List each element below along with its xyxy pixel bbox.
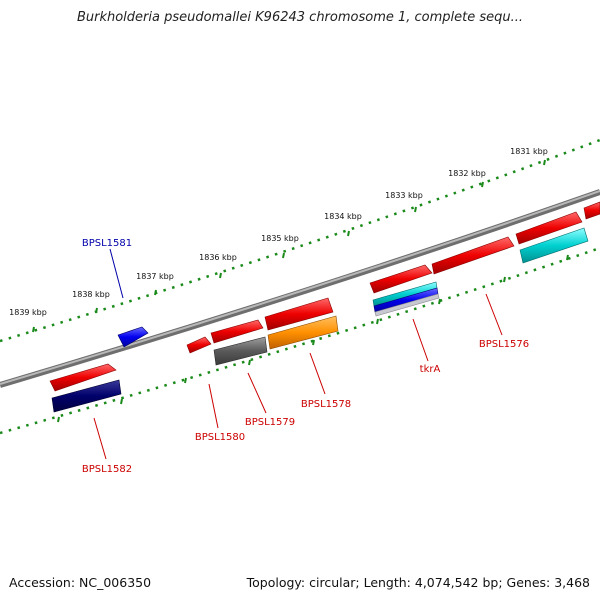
gene-label-BPSL1581[interactable]: BPSL1581 xyxy=(82,238,132,249)
scale-label-1835: 1835 kbp xyxy=(261,234,299,243)
gene-red-1575[interactable] xyxy=(515,211,583,245)
map-title: Burkholderia pseudomallei K96243 chromos… xyxy=(76,10,524,25)
gene-cyan-1575[interactable] xyxy=(519,227,589,264)
scale-label-1838: 1838 kbp xyxy=(72,290,110,299)
leader-BPSL1581 xyxy=(109,248,124,299)
scale-label-1833: 1833 kbp xyxy=(385,191,423,200)
leader-BPSL1580 xyxy=(208,383,219,429)
leader-BPSL1576 xyxy=(485,293,503,336)
accession-text: Accession: NC_006350 xyxy=(9,575,152,590)
scale-label-1837: 1837 kbp xyxy=(136,272,174,281)
gene-tkrA-silver[interactable] xyxy=(374,293,440,317)
leader-tkrA xyxy=(412,318,429,362)
inner-scale-major-ticks xyxy=(57,254,569,423)
scale-label-1839: 1839 kbp xyxy=(9,308,47,317)
gene-label-BPSL1579[interactable]: BPSL1579 xyxy=(245,417,295,428)
gene-BPSL1582-navy[interactable] xyxy=(51,379,122,413)
gene-BPSL1579-gray[interactable] xyxy=(213,336,268,366)
gene-BPSL1580-red[interactable] xyxy=(186,336,212,354)
outer-scale-track xyxy=(0,138,600,343)
gene-BPSL1582-red[interactable] xyxy=(49,363,117,392)
leader-BPSL1582 xyxy=(93,417,107,460)
gene-label-BPSL1578[interactable]: BPSL1578 xyxy=(301,399,351,410)
gene-tkrA-red[interactable] xyxy=(369,264,433,294)
gene-label-tkrA[interactable]: tkrA xyxy=(420,364,441,375)
gene-label-BPSL1582[interactable]: BPSL1582 xyxy=(82,464,132,475)
scale-label-1834: 1834 kbp xyxy=(324,212,362,221)
gene-BPSL1576-red[interactable] xyxy=(431,236,515,275)
gene-BPSL1578-red[interactable] xyxy=(264,297,334,331)
scale-label-1832: 1832 kbp xyxy=(448,169,486,178)
gene-red-edge[interactable] xyxy=(583,201,600,220)
leader-BPSL1578 xyxy=(309,352,326,395)
scale-label-1831: 1831 kbp xyxy=(510,147,548,156)
gene-label-BPSL1580[interactable]: BPSL1580 xyxy=(195,432,245,443)
genome-summary-text: Topology: circular; Length: 4,074,542 bp… xyxy=(246,575,590,590)
gene-label-BPSL1576[interactable]: BPSL1576 xyxy=(479,339,529,350)
gene-BPSL1579-red[interactable] xyxy=(210,319,264,344)
outer-scale-major-ticks xyxy=(32,159,546,333)
scale-label-1836: 1836 kbp xyxy=(199,253,237,262)
leader-BPSL1579 xyxy=(247,372,267,414)
gene-BPSL1578-orange[interactable] xyxy=(267,315,339,350)
gene-BPSL1581[interactable] xyxy=(117,326,149,348)
